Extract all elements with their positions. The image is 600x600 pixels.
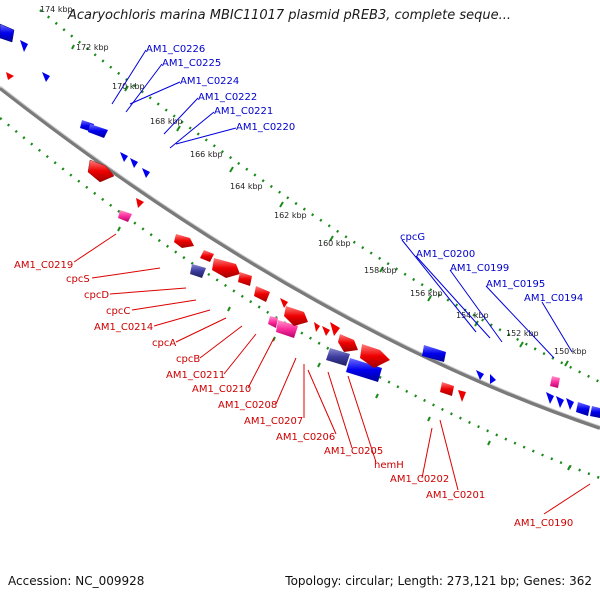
- gene-label: cpcG: [400, 232, 425, 243]
- gene-arrow: [136, 198, 144, 208]
- gene-label: AM1_C0210: [192, 384, 251, 395]
- gene-arrow: [550, 376, 560, 388]
- kbp-label: 164 kbp: [230, 182, 263, 191]
- gene-label: cpcC: [106, 306, 130, 317]
- gene-label: AM1_C0190: [514, 518, 573, 529]
- gene-arrow: [0, 23, 15, 43]
- gene-arrow: [476, 370, 484, 380]
- gene-arrow: [556, 396, 564, 408]
- gene-arrow: [576, 402, 590, 416]
- kbp-label: 154 kbp: [456, 311, 489, 320]
- map-title: Acaryochloris marina MBIC11017 plasmid p…: [68, 8, 511, 23]
- gene-label: AM1_C0222: [198, 92, 257, 103]
- gene-arrow: [254, 286, 270, 302]
- gene-arrow: [314, 322, 320, 332]
- gene-label: AM1_C0214: [94, 322, 153, 333]
- gene-label: AM1_C0226: [146, 44, 205, 55]
- gene-arrow: [268, 316, 278, 328]
- gene-label: AM1_C0219: [14, 260, 73, 271]
- kbp-label: 172 kbp: [76, 43, 109, 52]
- kbp-label: 160 kbp: [318, 239, 351, 248]
- gene-label: cpcA: [152, 338, 176, 349]
- gene-arrow: [326, 348, 350, 366]
- gene-arrow: [212, 258, 240, 278]
- kbp-label: 158 kbp: [364, 266, 397, 275]
- gene-label: AM1_C0207: [244, 416, 303, 427]
- gene-label: AM1_C0208: [218, 400, 277, 411]
- kbp-label: 150 kbp: [554, 347, 587, 356]
- gene-arrow: [42, 72, 50, 82]
- gene-arrow: [200, 250, 214, 262]
- major-ticks: [71, 44, 571, 471]
- gene-label: AM1_C0225: [162, 58, 221, 69]
- gene-label: AM1_C0195: [486, 279, 545, 290]
- gene-arrow: [322, 326, 330, 336]
- gene-label: cpcS: [66, 274, 90, 285]
- gene-arrow: [118, 210, 132, 222]
- gene-arrow: [330, 322, 340, 336]
- gene-arrow: [346, 358, 382, 382]
- gene-label: hemH: [374, 460, 404, 471]
- gene-arrow: [490, 374, 496, 384]
- topology-summary: Topology: circular; Length: 273,121 bp; …: [285, 574, 592, 588]
- gene-arrow: [458, 390, 466, 402]
- kbp-label: 174 kbp: [40, 5, 73, 14]
- gene-label: AM1_C0206: [276, 432, 335, 443]
- gene-label: cpcB: [176, 354, 200, 365]
- kbp-label: 170 kbp: [112, 82, 145, 91]
- kbp-label: 152 kbp: [506, 329, 539, 338]
- gene-arrow: [566, 398, 574, 410]
- gene-arrow: [142, 168, 150, 178]
- gene-arrow: [590, 406, 600, 418]
- gene-label: cpcD: [84, 290, 109, 301]
- gene-label: AM1_C0201: [426, 490, 485, 501]
- gene-label: AM1_C0202: [390, 474, 449, 485]
- gene-arrow: [20, 40, 28, 52]
- kbp-labels: 174 kbp 172 kbp 170 kbp 168 kbp 166 kbp …: [40, 5, 587, 356]
- kbp-label: 168 kbp: [150, 117, 183, 126]
- gene-label: AM1_C0220: [236, 122, 295, 133]
- plus-strand-features: [0, 23, 600, 418]
- gene-arrow: [6, 72, 14, 80]
- gene-arrow: [360, 344, 390, 368]
- gene-arrow: [422, 345, 446, 362]
- accession-text: Accession: NC_009928: [8, 574, 145, 588]
- gene-arrow: [284, 306, 308, 326]
- gene-arrow: [88, 124, 108, 138]
- plus-labels: AM1_C0226 AM1_C0225 AM1_C0224 AM1_C0222 …: [146, 44, 583, 304]
- gene-arrow: [280, 298, 288, 308]
- gene-arrow: [440, 382, 454, 396]
- gene-label: AM1_C0194: [524, 293, 583, 304]
- gene-arrow: [130, 158, 138, 168]
- gene-label: AM1_C0221: [214, 106, 273, 117]
- minus-strand-features: [6, 72, 560, 402]
- gene-arrow: [338, 334, 358, 352]
- plus-label-connectors: [111, 49, 573, 359]
- gene-label: AM1_C0205: [324, 446, 383, 457]
- backbone-arc: [0, 86, 600, 430]
- gene-label: AM1_C0224: [180, 76, 239, 87]
- kbp-label: 166 kbp: [190, 150, 223, 159]
- gene-label: AM1_C0211: [166, 370, 225, 381]
- gene-arrow: [87, 159, 115, 183]
- kbp-label: 156 kbp: [410, 289, 443, 298]
- gene-arrow: [174, 234, 194, 248]
- minus-labels: AM1_C0219 cpcS cpcD cpcC AM1_C0214 cpcA …: [14, 260, 573, 529]
- gene-arrow: [190, 264, 206, 278]
- kbp-label: 162 kbp: [274, 211, 307, 220]
- gene-arrow: [238, 272, 252, 286]
- gene-label: AM1_C0199: [450, 263, 509, 274]
- gene-arrow: [120, 152, 128, 162]
- minus-label-connectors: [73, 233, 591, 515]
- gene-arrow: [546, 392, 554, 404]
- gene-label: AM1_C0200: [416, 249, 475, 260]
